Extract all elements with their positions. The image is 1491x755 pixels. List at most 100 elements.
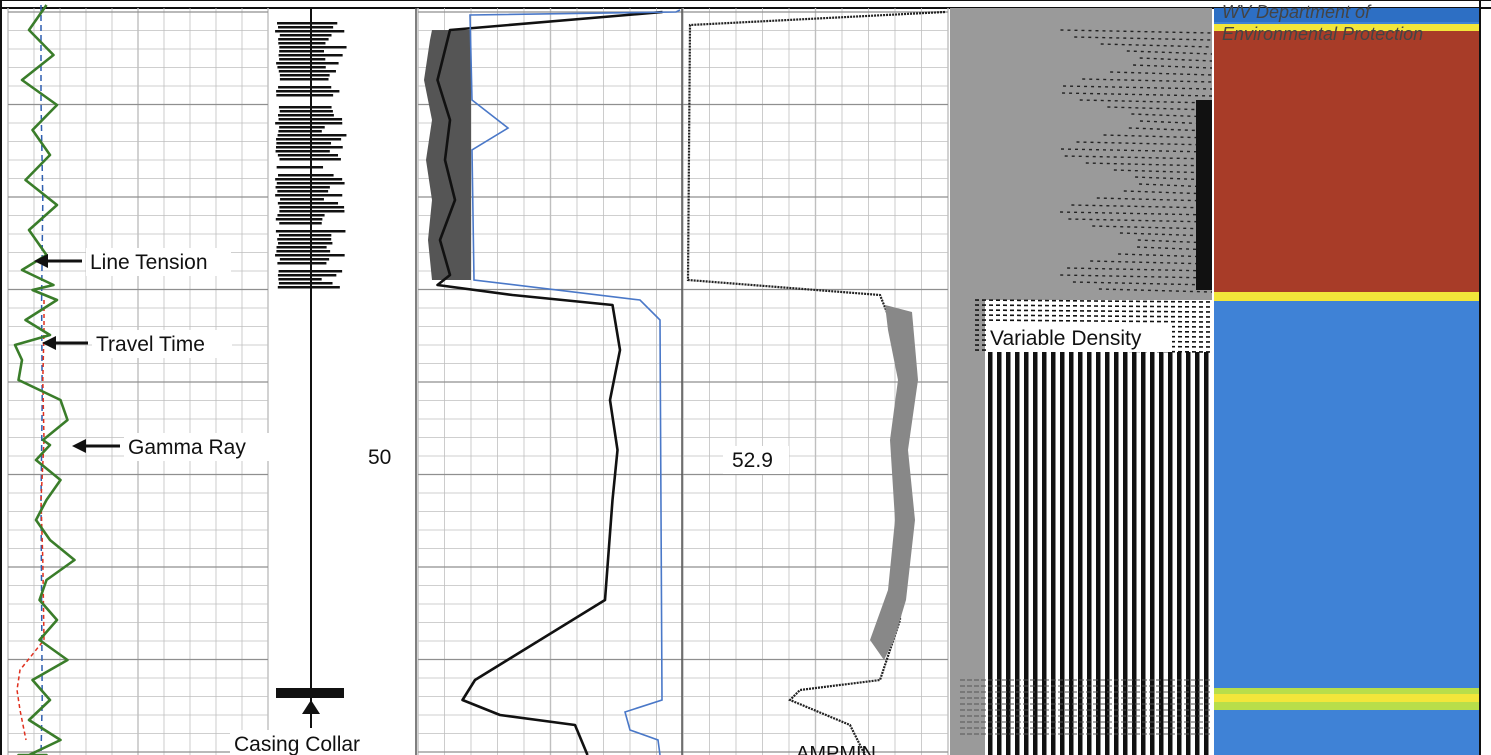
line-tension-label-bg	[86, 248, 231, 276]
depth-52-9-bg	[723, 446, 789, 474]
vdl-chevron	[974, 339, 1213, 343]
vdl-upper-wave	[1079, 99, 1213, 104]
casing-collar-bar	[276, 90, 340, 93]
casing-collar-bar	[278, 282, 333, 285]
casing-collar-bar	[277, 202, 339, 205]
casing-collar-bar	[278, 54, 343, 57]
vdl-upper-wave	[1072, 281, 1213, 286]
vdl-stripe	[1006, 352, 1011, 755]
depth-50-bg	[360, 443, 402, 471]
vdl-stripe	[1204, 352, 1209, 755]
casing-collar-bar	[278, 270, 343, 273]
vdl-chevron	[974, 324, 1213, 328]
casing-collar-bar	[279, 158, 341, 161]
gamma-ray-label-bg	[124, 433, 272, 461]
casing-collar-bar	[278, 42, 326, 45]
casing-collar-bar	[275, 186, 330, 189]
arrow-head	[34, 254, 48, 268]
image-yellow-band-mid	[1214, 292, 1480, 301]
vdl-stripe	[1033, 352, 1038, 755]
vdl-upper-wave	[1139, 183, 1213, 188]
casing-collar-bar	[275, 194, 343, 197]
casing-collar-bars	[275, 22, 347, 714]
amplitude-curve	[436, 10, 663, 755]
vdl-chevron	[974, 299, 1213, 303]
casing-collar-marker	[276, 688, 344, 698]
casing-collar-bar	[277, 66, 326, 69]
casing-collar-bar	[277, 214, 325, 217]
casing-collar-bar	[275, 30, 345, 33]
vdl-upper-wave	[1139, 57, 1213, 62]
vdl-stripe	[1186, 352, 1191, 755]
vdl-upper-wave	[1119, 232, 1213, 237]
vdl-chevron	[974, 309, 1213, 313]
amplitude-shade	[424, 30, 471, 280]
casing-collar-arrow-head	[302, 700, 320, 714]
casing-collar-bar	[279, 210, 345, 213]
casing-collar-bar	[278, 278, 322, 281]
vdl-upper-wave	[1074, 36, 1213, 41]
casing-collar-bar	[275, 146, 343, 149]
casing-collar-bar	[278, 234, 332, 237]
casing-collar-bar	[276, 94, 334, 97]
casing-collar-bar	[279, 58, 326, 61]
vdl-stripe	[997, 352, 1002, 755]
vdl-upper-wave	[1137, 239, 1213, 244]
casing-collar-bar	[277, 238, 332, 241]
vdl-chevron	[974, 334, 1213, 338]
casing-collar-bar	[279, 110, 333, 113]
casing-collar-bar	[276, 142, 332, 145]
casing-collar-bar	[278, 26, 334, 29]
vdl-stripe	[1078, 352, 1083, 755]
casing-collar-bar	[277, 154, 339, 157]
watermark-line-1: WV Department of	[1222, 2, 1372, 22]
vdl-upper-wave	[1082, 78, 1213, 83]
ampmin-shade	[870, 305, 918, 660]
vdl-upper-wave	[1060, 211, 1213, 216]
casing-collar-bar	[275, 254, 345, 257]
casing-collar-bar	[276, 138, 342, 141]
casing-collar-bar	[277, 134, 347, 137]
gamma-ray-arrow	[72, 439, 120, 453]
casing-collar-bar	[276, 250, 331, 253]
image-yellow-band-top	[1214, 24, 1480, 31]
track-content	[13, 0, 1481, 755]
casing-collar-bar	[275, 122, 343, 125]
image-top-band	[1214, 8, 1480, 22]
vdl-stripe	[1195, 352, 1200, 755]
image-yellow-band-low-core	[1214, 694, 1480, 702]
casing-collar-bar	[276, 182, 345, 185]
travel-time-curve	[16, 300, 45, 741]
vdl-stripe	[1105, 352, 1110, 755]
casing-collar-bar	[275, 150, 330, 153]
color-image-track	[1214, 0, 1481, 755]
variable-density-track	[950, 8, 1213, 755]
vdl-stripe	[1177, 352, 1182, 755]
vdl-stripe	[1015, 352, 1020, 755]
line-tension-label: Line Tension	[90, 251, 208, 274]
vdl-upper-wave	[1123, 190, 1213, 195]
casing-collar-bar	[279, 258, 330, 261]
vdl-stripe	[1096, 352, 1101, 755]
vdl-upper-wave	[1098, 288, 1213, 293]
vdl-upper-wave	[1071, 204, 1213, 209]
vdl-chevron	[974, 319, 1213, 323]
vdl-upper-wave	[1096, 197, 1213, 202]
casing-collar-bar	[278, 70, 336, 73]
arrow-head	[72, 439, 86, 453]
gamma-ray-label: Gamma Ray	[128, 436, 246, 459]
vdl-upper-wave	[1076, 141, 1213, 146]
casing-collar-bar	[279, 50, 325, 53]
vdl-stripe	[1141, 352, 1146, 755]
vdl-chevron	[974, 349, 1213, 353]
amplitude-blue-curve	[469, 9, 681, 755]
vdl-upper-wave	[1133, 64, 1213, 69]
travel-time-arrow	[42, 336, 88, 350]
casing-collar-label: Casing Collar	[234, 733, 360, 755]
casing-collar-bar	[279, 74, 330, 77]
watermark-line-2: Environmental Protection	[1222, 24, 1423, 44]
vdl-stripe	[1159, 352, 1164, 755]
vdl-stripe	[1132, 352, 1137, 755]
